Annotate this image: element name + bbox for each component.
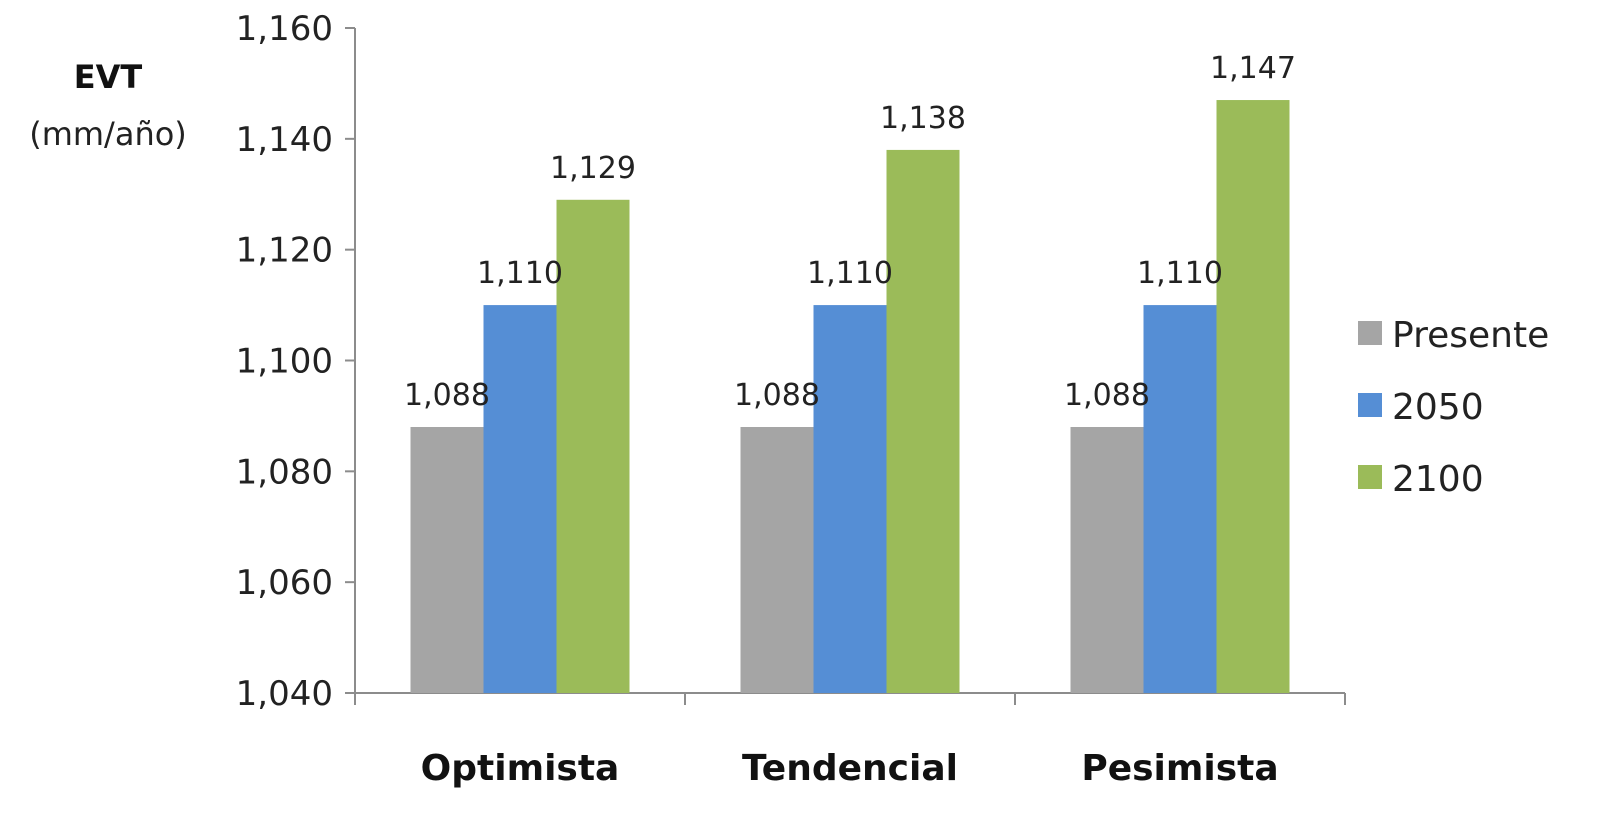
bar-2100 <box>1216 100 1290 693</box>
data-label: 1,088 <box>404 378 490 413</box>
legend-swatch <box>1358 321 1382 345</box>
bar-2050 <box>1143 305 1217 693</box>
bar-presente <box>1070 427 1144 693</box>
data-label: 1,088 <box>734 378 820 413</box>
bar-2100 <box>886 149 960 693</box>
y-tick-label: 1,060 <box>236 563 333 603</box>
bars <box>410 100 1290 693</box>
legend-label: Presente <box>1392 315 1549 356</box>
category-labels: Optimista Tendencial Pesimista <box>421 748 1279 789</box>
data-labels: 1,088 1,110 1,129 1,088 1,110 1,138 1,088 1,110… <box>404 51 1296 413</box>
bar-2100 <box>556 199 630 693</box>
bar-2050 <box>483 305 557 693</box>
y-tick-label: 1,160 <box>236 9 333 49</box>
y-ticks: 1,040 1,060 1,080 1,100 1,120 1,140 1,160 <box>236 9 355 714</box>
y-axis-label: EVT (mm/año) <box>29 58 187 153</box>
bar-presente <box>740 427 814 693</box>
y-axis-title: EVT <box>74 58 143 96</box>
data-label: 1,110 <box>477 256 563 291</box>
legend-label: 2050 <box>1392 387 1484 428</box>
data-label: 1,110 <box>807 256 893 291</box>
data-label: 1,110 <box>1137 256 1223 291</box>
bar-2050 <box>813 305 887 693</box>
category-label: Pesimista <box>1081 748 1278 789</box>
y-axis-unit: (mm/año) <box>29 115 187 153</box>
category-label: Tendencial <box>742 748 958 789</box>
legend-label: 2100 <box>1392 459 1484 500</box>
category-label: Optimista <box>421 748 620 789</box>
data-label: 1,129 <box>550 151 636 186</box>
y-tick-label: 1,100 <box>236 342 333 382</box>
data-label: 1,138 <box>880 101 966 136</box>
y-tick-label: 1,080 <box>236 452 333 492</box>
y-tick-label: 1,140 <box>236 120 333 160</box>
data-label: 1,147 <box>1210 51 1296 86</box>
legend-swatch <box>1358 393 1382 417</box>
y-tick-label: 1,040 <box>236 674 333 714</box>
legend-swatch <box>1358 465 1382 489</box>
y-tick-label: 1,120 <box>236 231 333 271</box>
data-label: 1,088 <box>1064 378 1150 413</box>
legend: Presente 2050 2100 <box>1358 315 1549 500</box>
bar-presente <box>410 427 484 693</box>
